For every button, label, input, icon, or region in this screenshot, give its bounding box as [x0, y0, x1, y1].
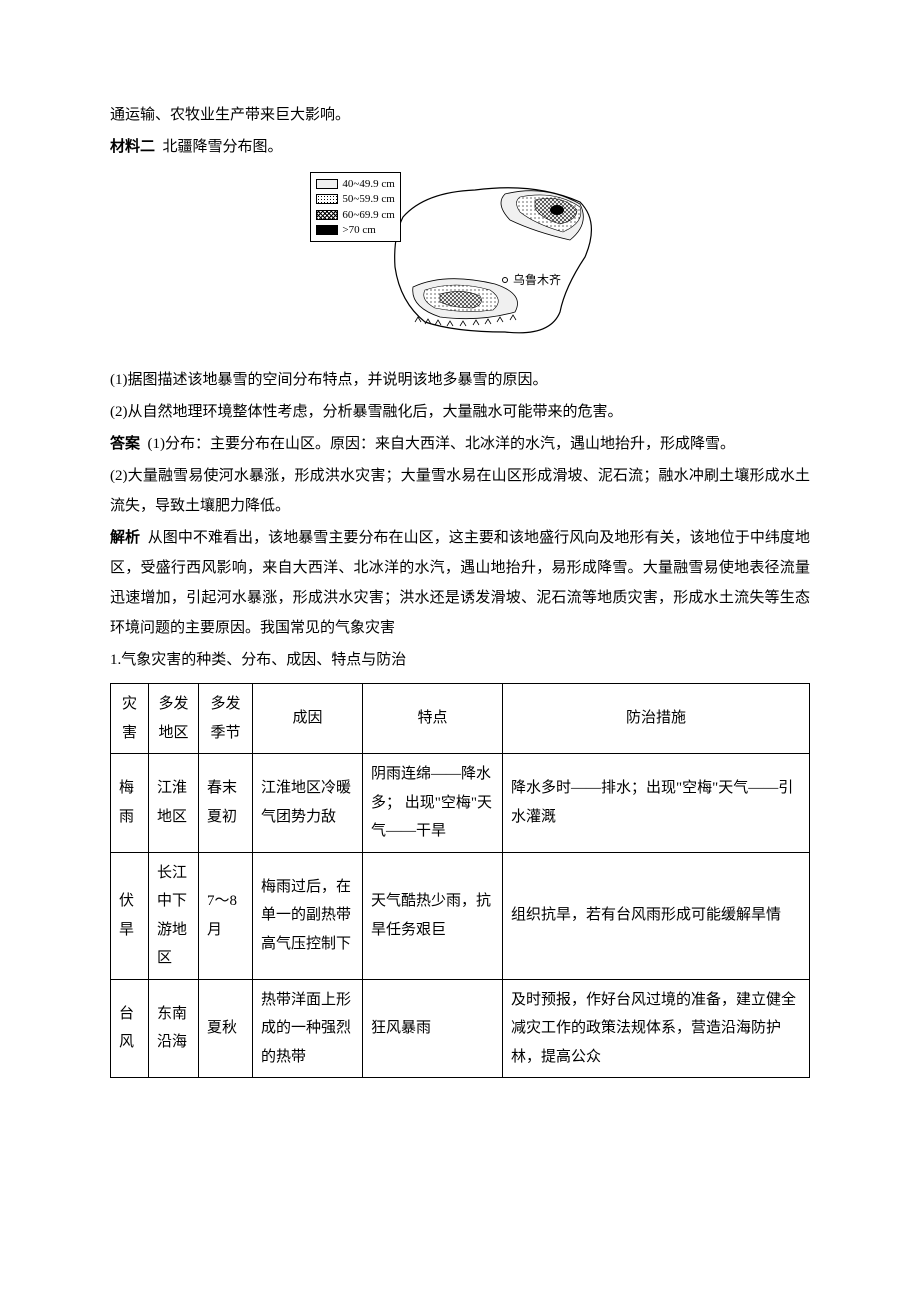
snow-map-svg: 乌鲁木齐: [385, 172, 610, 347]
cell-season: 春末夏初: [199, 754, 253, 853]
table-row: 梅雨 江淮地区 春末夏初 江淮地区冷暖气团势力敌 阴雨连绵——降水多； 出现"空…: [111, 754, 810, 853]
disaster-table: 灾害 多发地区 多发季节 成因 特点 防治措施 梅雨 江淮地区 春末夏初 江淮地…: [110, 683, 810, 1078]
cell-cause: 梅雨过后，在单一的副热带高气压控制下: [253, 852, 363, 979]
legend-item: >70 cm: [316, 223, 394, 237]
legend-label: 40~49.9 cm: [342, 177, 394, 191]
th-cause: 成因: [253, 684, 363, 754]
explain-text: 从图中不难看出，该地暴雪主要分布在山区，这主要和该地盛行风向及地形有关，该地位于…: [110, 530, 810, 636]
cell-cause: 热带洋面上形成的一种强烈的热带: [253, 979, 363, 1078]
snow-distribution-figure: 40~49.9 cm 50~59.9 cm 60~69.9 cm >70 cm: [110, 172, 810, 347]
intro-continuation: 通运输、农牧业生产带来巨大影响。: [110, 100, 810, 130]
legend-swatch: [316, 210, 338, 220]
legend-item: 40~49.9 cm: [316, 177, 394, 191]
legend-swatch: [316, 225, 338, 235]
cell-char: 天气酷热少雨，抗旱任务艰巨: [363, 852, 503, 979]
legend-swatch: [316, 194, 338, 204]
th-name: 灾害: [111, 684, 149, 754]
th-region: 多发地区: [149, 684, 199, 754]
cell-name: 梅雨: [111, 754, 149, 853]
cell-name: 台风: [111, 979, 149, 1078]
answer-1-text: (1)分布：主要分布在山区。原因：来自大西洋、北冰洋的水汽，遇山地抬升，形成降雪…: [148, 436, 736, 452]
map-legend: 40~49.9 cm 50~59.9 cm 60~69.9 cm >70 cm: [310, 172, 400, 242]
legend-swatch: [316, 179, 338, 189]
legend-item: 50~59.9 cm: [316, 192, 394, 206]
cell-char: 狂风暴雨: [363, 979, 503, 1078]
answer-2: (2)大量融雪易使河水暴涨，形成洪水灾害；大量雪水易在山区形成滑坡、泥石流；融水…: [110, 461, 810, 521]
explain-label: 解析: [110, 530, 140, 546]
cell-region: 东南沿海: [149, 979, 199, 1078]
cell-measure: 及时预报，作好台风过境的准备，建立健全减灾工作的政策法规体系，营造沿海防护林，提…: [503, 979, 810, 1078]
cell-name: 伏旱: [111, 852, 149, 979]
material-2-label: 材料二: [110, 139, 155, 155]
legend-label: >70 cm: [342, 223, 375, 237]
cell-measure: 降水多时——排水；出现"空梅"天气——引水灌溉: [503, 754, 810, 853]
legend-label: 60~69.9 cm: [342, 208, 394, 222]
section-1-heading: 1.气象灾害的种类、分布、成因、特点与防治: [110, 645, 810, 675]
table-row: 伏旱 长江中下游地区 7～8月 梅雨过后，在单一的副热带高气压控制下 天气酷热少…: [111, 852, 810, 979]
table-header-row: 灾害 多发地区 多发季节 成因 特点 防治措施: [111, 684, 810, 754]
cell-region: 长江中下游地区: [149, 852, 199, 979]
explanation: 解析 从图中不难看出，该地暴雪主要分布在山区，这主要和该地盛行风向及地形有关，该…: [110, 523, 810, 643]
th-measure: 防治措施: [503, 684, 810, 754]
cell-cause: 江淮地区冷暖气团势力敌: [253, 754, 363, 853]
cell-season: 夏秋: [199, 979, 253, 1078]
cell-measure: 组织抗旱，若有台风雨形成可能缓解旱情: [503, 852, 810, 979]
cell-season: 7～8月: [199, 852, 253, 979]
legend-item: 60~69.9 cm: [316, 208, 394, 222]
th-char: 特点: [363, 684, 503, 754]
material-2: 材料二 北疆降雪分布图。: [110, 132, 810, 162]
question-1: (1)据图描述该地暴雪的空间分布特点，并说明该地多暴雪的原因。: [110, 365, 810, 395]
cell-char: 阴雨连绵——降水多； 出现"空梅"天气——干旱: [363, 754, 503, 853]
th-season: 多发季节: [199, 684, 253, 754]
answer-1: 答案 (1)分布：主要分布在山区。原因：来自大西洋、北冰洋的水汽，遇山地抬升，形…: [110, 429, 810, 459]
cell-region: 江淮地区: [149, 754, 199, 853]
answer-label: 答案: [110, 436, 140, 452]
table-row: 台风 东南沿海 夏秋 热带洋面上形成的一种强烈的热带 狂风暴雨 及时预报，作好台…: [111, 979, 810, 1078]
city-label: 乌鲁木齐: [513, 272, 561, 287]
question-2: (2)从自然地理环境整体性考虑，分析暴雪融化后，大量融水可能带来的危害。: [110, 397, 810, 427]
material-2-text: 北疆降雪分布图。: [163, 139, 283, 155]
legend-label: 50~59.9 cm: [342, 192, 394, 206]
